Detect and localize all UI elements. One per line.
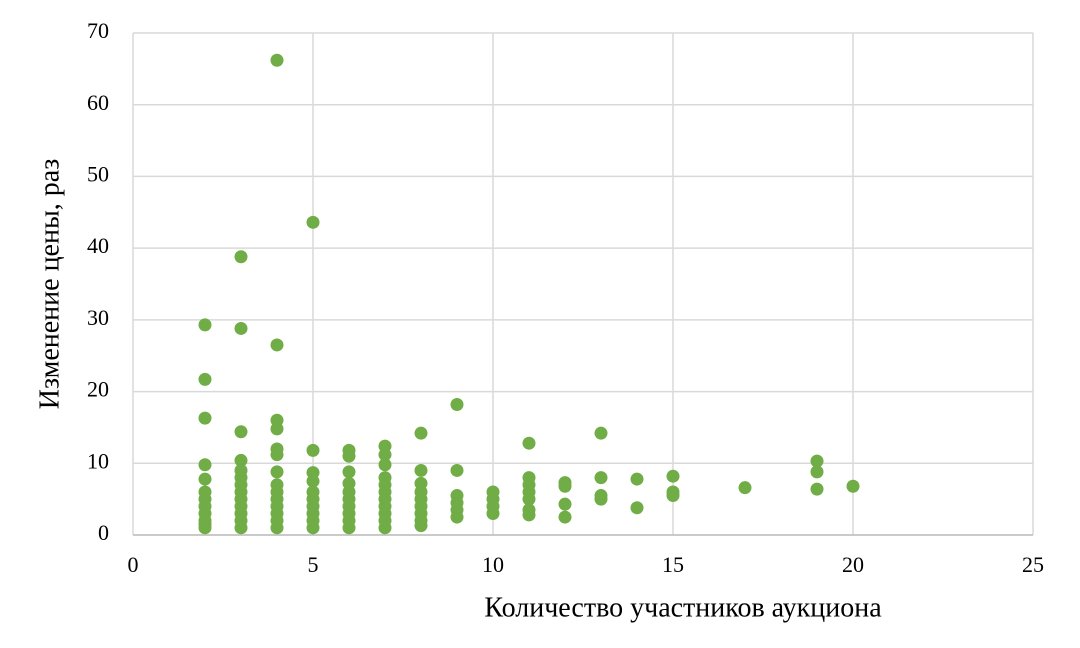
point [270, 465, 284, 479]
point [378, 458, 392, 472]
point [342, 521, 356, 535]
y-tick-label: 0 [98, 520, 109, 545]
point [810, 482, 824, 496]
x-tick-label: 0 [128, 552, 139, 577]
point [630, 501, 644, 515]
point [198, 472, 212, 486]
y-tick-label: 60 [87, 90, 109, 115]
x-tick-label: 10 [482, 552, 504, 577]
point [306, 474, 320, 488]
point [306, 215, 320, 229]
y-tick-label: 10 [87, 448, 109, 473]
point [234, 250, 248, 264]
y-tick-label: 50 [87, 161, 109, 186]
point [198, 372, 212, 386]
point [378, 521, 392, 535]
point [450, 463, 464, 477]
point [198, 458, 212, 472]
y-tick-label: 40 [87, 233, 109, 258]
y-tick-label: 20 [87, 377, 109, 402]
x-tick-label: 20 [842, 552, 864, 577]
point [234, 521, 248, 535]
point [450, 397, 464, 411]
point [198, 521, 212, 535]
point [810, 465, 824, 479]
point [270, 448, 284, 462]
point [198, 318, 212, 332]
point [378, 448, 392, 462]
point [414, 463, 428, 477]
point [594, 426, 608, 440]
point [666, 489, 680, 503]
y-tick-label: 70 [87, 18, 109, 43]
point [270, 422, 284, 436]
point [234, 453, 248, 467]
point [270, 338, 284, 352]
y-tick-label: 30 [87, 305, 109, 330]
x-axis-label: Количество участников аукциона [484, 592, 882, 623]
point [666, 469, 680, 483]
point [342, 449, 356, 463]
y-axis-label: Изменение цены, раз [34, 159, 65, 410]
point [846, 479, 860, 493]
point [558, 479, 572, 493]
point [558, 510, 572, 524]
point [414, 426, 428, 440]
point [270, 521, 284, 535]
point [270, 53, 284, 67]
point [234, 425, 248, 439]
x-tick-label: 15 [662, 552, 684, 577]
point [630, 472, 644, 486]
point [522, 508, 536, 522]
point [414, 519, 428, 533]
point [558, 497, 572, 511]
point [306, 443, 320, 457]
point [738, 481, 752, 495]
point [594, 492, 608, 506]
x-tick-label: 5 [308, 552, 319, 577]
x-tick-label: 25 [1022, 552, 1044, 577]
point [450, 510, 464, 524]
point [342, 465, 356, 479]
point [810, 454, 824, 468]
point [594, 471, 608, 485]
point [522, 436, 536, 450]
point [198, 411, 212, 425]
point [522, 492, 536, 506]
point [306, 521, 320, 535]
point [486, 506, 500, 520]
point [234, 321, 248, 335]
